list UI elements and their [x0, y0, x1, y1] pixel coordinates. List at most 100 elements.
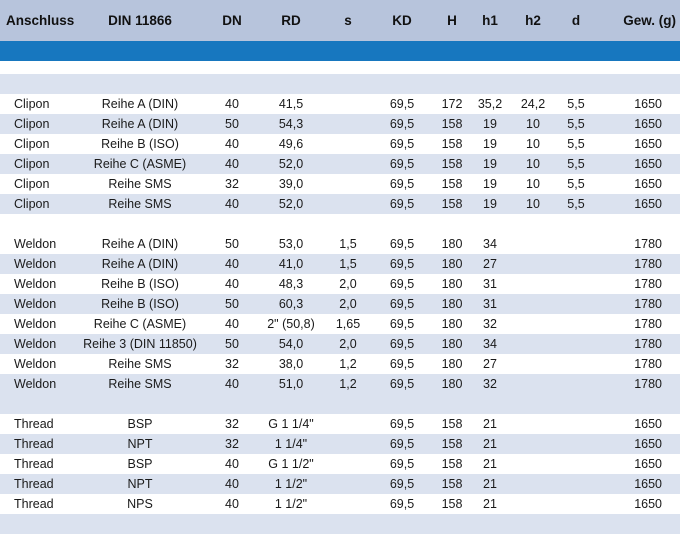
col-header-weight: Gew. (g): [596, 0, 680, 41]
cell-d: 5,5: [556, 94, 596, 114]
cell-h1: 21: [470, 474, 510, 494]
cell-dn: 32: [208, 354, 256, 374]
cell-kd: 69,5: [370, 474, 434, 494]
cell-rd: 1 1/4": [256, 434, 326, 454]
cell-h2: 10: [510, 174, 556, 194]
cell-anschluss: Clipon: [0, 194, 72, 214]
cell-h2: [510, 494, 556, 514]
cell-s: 1,2: [326, 374, 370, 394]
cell-h1: 32: [470, 374, 510, 394]
table-row: Thread NPS 40 1 1/2" 69,5 158 21 1650: [0, 494, 680, 514]
cell-s: [326, 474, 370, 494]
cell-rd: 41,0: [256, 254, 326, 274]
cell-rd: 53,0: [256, 234, 326, 254]
cell-h: 180: [434, 254, 470, 274]
cell-h: 180: [434, 234, 470, 254]
table-row: Weldon Reihe SMS 40 51,0 1,2 69,5 180 32 1780: [0, 374, 680, 394]
cell-din: Reihe B (ISO): [72, 134, 208, 154]
cell-kd: 69,5: [370, 334, 434, 354]
cell-kd: 69,5: [370, 154, 434, 174]
cell-d: [556, 434, 596, 454]
cell-dn: 32: [208, 174, 256, 194]
cell-h1: 19: [470, 134, 510, 154]
cell-anschluss: Thread: [0, 414, 72, 434]
cell-din: Reihe SMS: [72, 194, 208, 214]
cell-anschluss: Thread: [0, 494, 72, 514]
cell-anschluss: Thread: [0, 454, 72, 474]
cell-rd: 60,3: [256, 294, 326, 314]
cell-d: [556, 454, 596, 474]
cell-weight: 1650: [596, 494, 680, 514]
cell-h2: 10: [510, 154, 556, 174]
cell-h1: 19: [470, 114, 510, 134]
cell-h: 172: [434, 94, 470, 114]
cell-s: 2,0: [326, 294, 370, 314]
col-header-kd: KD: [370, 0, 434, 41]
cell-s: 1,5: [326, 254, 370, 274]
cell-anschluss: Clipon: [0, 154, 72, 174]
cell-h2: 10: [510, 194, 556, 214]
cell-h: 158: [434, 174, 470, 194]
cell-h1: 35,2: [470, 94, 510, 114]
cell-s: [326, 114, 370, 134]
cell-weight: 1650: [596, 454, 680, 474]
cell-h1: 21: [470, 494, 510, 514]
cell-d: [556, 294, 596, 314]
cell-rd: 52,0: [256, 154, 326, 174]
cell-h: 180: [434, 294, 470, 314]
cell-h1: 27: [470, 354, 510, 374]
col-header-h1: h1: [470, 0, 510, 41]
cell-anschluss: Weldon: [0, 234, 72, 254]
cell-rd: 48,3: [256, 274, 326, 294]
cell-rd: 51,0: [256, 374, 326, 394]
cell-h1: 19: [470, 194, 510, 214]
cell-h1: 19: [470, 174, 510, 194]
cell-rd: 54,0: [256, 334, 326, 354]
col-header-anschluss: Anschluss: [0, 0, 74, 41]
cell-dn: 40: [208, 374, 256, 394]
table-row: Clipon Reihe A (DIN) 50 54,3 69,5 158 19 10 5,5 1…: [0, 114, 680, 134]
cell-din: NPS: [72, 494, 208, 514]
cell-weight: 1650: [596, 114, 680, 134]
cell-kd: 69,5: [370, 374, 434, 394]
cell-s: [326, 174, 370, 194]
cell-h2: [510, 454, 556, 474]
cell-s: [326, 494, 370, 514]
cell-rd: G 1 1/4": [256, 414, 326, 434]
cell-h2: [510, 374, 556, 394]
cell-rd: 52,0: [256, 194, 326, 214]
cell-weight: 1780: [596, 334, 680, 354]
cell-dn: 50: [208, 114, 256, 134]
cell-dn: 40: [208, 494, 256, 514]
cell-h2: 10: [510, 114, 556, 134]
cell-h: 180: [434, 274, 470, 294]
cell-h: 158: [434, 494, 470, 514]
cell-din: BSP: [72, 454, 208, 474]
thread-group: Thread BSP 32 G 1 1/4" 69,5 158 21 1650 Thread NP…: [0, 414, 680, 514]
cell-din: Reihe B (ISO): [72, 294, 208, 314]
cell-din: BSP: [72, 414, 208, 434]
accent-band: [0, 41, 680, 61]
cell-h: 158: [434, 434, 470, 454]
cell-d: [556, 474, 596, 494]
cell-din: Reihe A (DIN): [72, 94, 208, 114]
cell-kd: 69,5: [370, 294, 434, 314]
table-row: Weldon Reihe B (ISO) 40 48,3 2,0 69,5 180 31 178…: [0, 274, 680, 294]
cell-d: [556, 354, 596, 374]
cell-din: Reihe B (ISO): [72, 274, 208, 294]
cell-h1: 21: [470, 414, 510, 434]
cell-h2: [510, 434, 556, 454]
cell-dn: 50: [208, 334, 256, 354]
cell-din: Reihe A (DIN): [72, 254, 208, 274]
cell-h2: [510, 314, 556, 334]
spacer-row: [0, 214, 680, 234]
col-header-dn: DN: [208, 0, 256, 41]
cell-anschluss: Weldon: [0, 294, 72, 314]
cell-d: 5,5: [556, 174, 596, 194]
cell-h1: 32: [470, 314, 510, 334]
cell-anschluss: Weldon: [0, 314, 72, 334]
header-row: Anschluss DIN 11866 DN RD s KD H h1 h2 d…: [0, 0, 680, 41]
cell-d: [556, 334, 596, 354]
col-header-d: d: [556, 0, 596, 41]
cell-s: 2,0: [326, 334, 370, 354]
